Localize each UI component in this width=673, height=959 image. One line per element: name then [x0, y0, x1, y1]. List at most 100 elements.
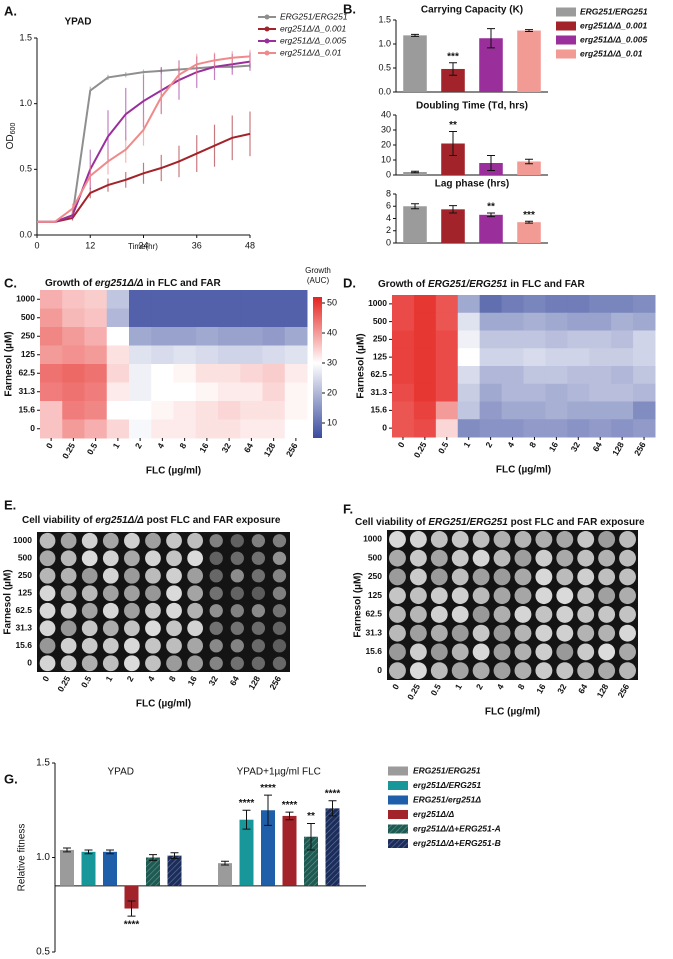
heatmap-cell	[392, 383, 415, 402]
colony-spot	[619, 605, 636, 623]
colony-spot	[514, 549, 532, 567]
colony-spot	[145, 585, 161, 602]
colony-spot	[535, 643, 553, 661]
error-bar	[449, 62, 457, 76]
heatmap-cell	[633, 366, 656, 385]
heatmap-cell	[40, 419, 63, 439]
heatmap-cell	[195, 290, 219, 309]
plate-image	[37, 532, 290, 672]
colony-spot	[493, 662, 511, 680]
colony-spot	[493, 587, 511, 605]
colony-spot	[251, 551, 266, 565]
heatmap-cell	[479, 383, 503, 402]
plate-image	[387, 530, 638, 680]
error-bar	[411, 203, 419, 210]
heatmap-cell	[84, 308, 108, 328]
colony-spot	[389, 605, 406, 623]
colony-spot	[556, 662, 574, 680]
colony-spot	[451, 605, 469, 623]
error-bar	[221, 860, 229, 866]
y-tick-label: 0.5	[19, 164, 32, 174]
bar	[517, 161, 541, 175]
legend-label: erg251Δ/Δ+ERG251-B	[413, 838, 501, 848]
heatmap-cell	[545, 401, 568, 420]
heatmap-cell	[284, 364, 308, 383]
error-bar	[307, 822, 315, 851]
colony-spot	[577, 568, 595, 586]
heatmap-cell	[611, 312, 634, 331]
significance: **	[487, 202, 495, 213]
heatmap-cell	[567, 401, 590, 420]
colony-spot	[535, 624, 553, 642]
significance: ****	[239, 798, 255, 809]
y-tick-label: 31.3	[370, 387, 387, 397]
x-tick-label: 48	[245, 240, 255, 250]
legend-label: erg251Δ/Δ	[413, 809, 454, 819]
legend-marker	[264, 38, 270, 44]
legend-swatch	[388, 824, 408, 834]
y-tick-label: 1.5	[19, 32, 32, 42]
significance: **	[449, 120, 457, 131]
x-tick-label: 12	[85, 240, 95, 250]
heatmap-cell	[240, 290, 263, 309]
colony-spot	[102, 620, 119, 637]
heatmap-cell	[62, 290, 85, 309]
colony-spot	[39, 620, 56, 637]
y-tick-label: 31.3	[15, 623, 32, 633]
x-tick-label: 16	[197, 441, 211, 454]
heatmap-cell	[479, 295, 503, 314]
x-tick-label: 32	[219, 441, 233, 454]
y-tick-label: 0.5	[378, 62, 391, 72]
heatmap-cell	[84, 419, 108, 439]
heatmap-cell	[262, 364, 286, 383]
heatmap-cell	[173, 382, 197, 402]
colony-spot	[409, 624, 427, 642]
colony-spot	[39, 567, 56, 584]
panel-label: A.	[4, 3, 17, 18]
legend-swatch	[556, 35, 576, 45]
colony-spot	[251, 604, 266, 618]
colony-spot	[251, 534, 266, 548]
heatmap-cell	[479, 330, 503, 349]
colony-spot	[514, 624, 532, 642]
colony-spot	[209, 569, 223, 583]
y-axis-label: Farnesol (µM)	[4, 331, 15, 396]
title-part: Cell viability of	[355, 517, 428, 528]
error-bar	[63, 847, 71, 853]
heatmap-cell	[501, 401, 524, 420]
colony-spot	[598, 605, 616, 623]
x-tick-label: 2	[474, 682, 485, 691]
error-bar	[264, 794, 272, 826]
heatmap-cell	[633, 312, 656, 331]
colony-spot	[81, 620, 98, 637]
heatmap-cell	[457, 383, 481, 402]
heatmap-cell	[457, 419, 481, 438]
x-tick-label: 0.25	[55, 674, 72, 694]
heatmap-cell	[62, 327, 85, 346]
colony-spot	[81, 637, 98, 654]
colony-spot	[251, 639, 266, 653]
colony-spot	[187, 585, 203, 602]
heatmap-cell	[84, 290, 108, 309]
colony-spot	[39, 532, 56, 549]
colorbar	[313, 297, 322, 438]
bar	[403, 35, 427, 92]
colony-spot	[577, 530, 595, 548]
colony-spot	[145, 532, 161, 549]
error-bar	[106, 849, 114, 855]
y-tick-label: 31.3	[18, 386, 35, 396]
y-tick-label: 31.3	[365, 627, 382, 637]
bar	[517, 222, 541, 243]
legend-swatch	[388, 810, 408, 819]
x-tick-label: 0.25	[60, 441, 77, 461]
y-tick-label: 10	[381, 154, 391, 164]
colony-spot	[145, 637, 161, 654]
colony-spot	[145, 655, 161, 672]
heatmap-cell	[84, 327, 108, 346]
colony-spot	[514, 662, 532, 680]
x-tick-label: 256	[267, 674, 283, 692]
heatmap-cell	[106, 327, 130, 346]
heatmap-cell	[284, 401, 308, 420]
colony-spot	[472, 662, 490, 680]
heatmap-cell	[262, 401, 286, 420]
